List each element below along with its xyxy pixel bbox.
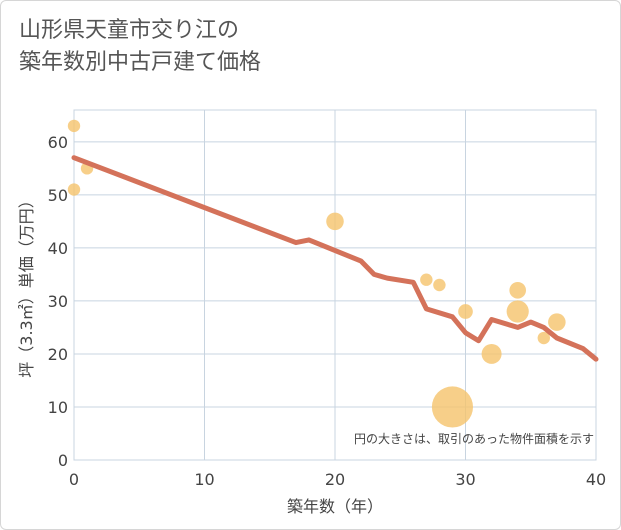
x-axis-label: 築年数（年）	[287, 497, 383, 516]
data-bubble	[458, 304, 473, 319]
tick-labels: 0 10 20 30 40 0 10 20 30 40 50 60	[48, 133, 607, 489]
y-axis-label: 坪（3.3㎡）単価（万円）	[17, 192, 36, 377]
y-tick-label: 20	[48, 345, 68, 364]
data-bubble	[509, 281, 527, 299]
chart-title-line-1: 山形県天童市交り江の	[19, 18, 240, 43]
trend-line-layer	[71, 155, 599, 362]
x-tick-label: 20	[325, 470, 345, 489]
chart-title: 山形県天童市交り江の 築年数別中古戸建て価格	[19, 15, 261, 79]
y-tick-label: 50	[48, 186, 68, 205]
data-bubble	[481, 343, 502, 364]
x-tick-label: 40	[586, 470, 606, 489]
y-tick-label: 0	[58, 451, 68, 470]
grid-lines	[73, 109, 597, 461]
y-tick-label: 60	[48, 133, 68, 152]
x-tick-label: 30	[455, 470, 475, 489]
average-price-line	[71, 155, 599, 362]
data-bubble	[326, 212, 344, 231]
chart-title-line-2: 築年数別中古戸建て価格	[19, 50, 262, 75]
data-bubble	[420, 273, 433, 286]
bubble-layer	[67, 119, 566, 428]
y-tick-label: 40	[48, 239, 68, 258]
data-bubble	[67, 183, 81, 196]
data-bubble	[506, 300, 529, 323]
y-tick-label: 10	[48, 398, 68, 417]
x-tick-label: 0	[69, 470, 79, 489]
data-bubble	[67, 119, 81, 133]
size-note: 円の大きさは、取引のあった物件面積を示す	[354, 431, 594, 446]
data-bubble	[537, 331, 550, 345]
x-tick-label: 10	[194, 470, 214, 489]
data-bubble	[548, 313, 566, 331]
data-bubble	[431, 386, 474, 428]
data-bubble	[433, 278, 446, 292]
y-tick-label: 30	[48, 292, 68, 311]
